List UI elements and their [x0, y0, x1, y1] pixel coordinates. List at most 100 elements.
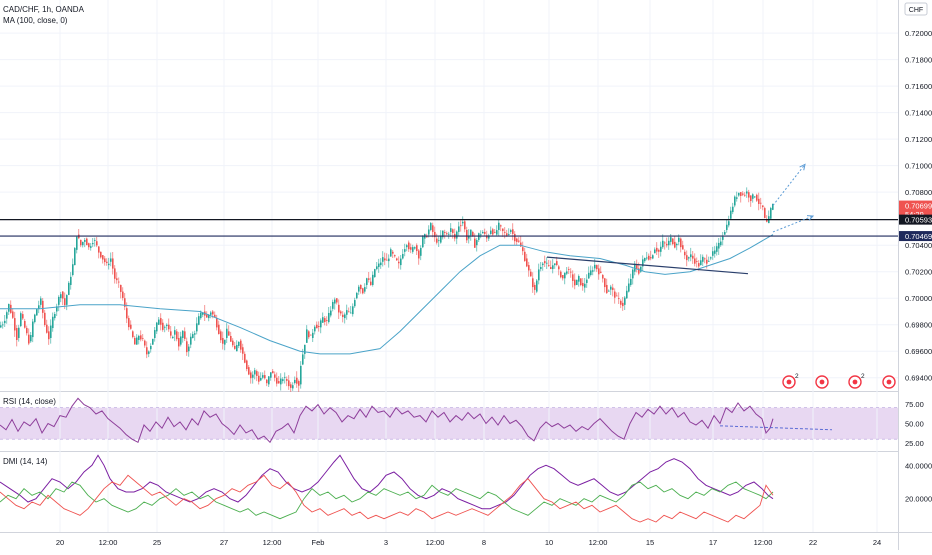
rsi-line[interactable]	[0, 397, 774, 444]
candle	[350, 306, 352, 314]
candle	[412, 244, 414, 254]
candle	[94, 237, 96, 247]
price-tick-label: 0.70800	[905, 188, 932, 197]
candle	[284, 372, 286, 384]
event-marker[interactable]	[815, 375, 829, 389]
candle	[500, 224, 502, 232]
candle	[18, 324, 20, 342]
candle	[460, 220, 462, 232]
candle	[758, 192, 760, 211]
dmi-minus-line[interactable]	[0, 474, 774, 523]
candle	[132, 330, 134, 339]
candle	[570, 268, 572, 278]
time-tick-label: 12:00	[99, 538, 118, 547]
candle	[410, 243, 412, 254]
candle	[628, 278, 630, 293]
candle	[76, 236, 78, 254]
candle	[484, 228, 486, 236]
candle	[156, 321, 158, 335]
candle	[466, 226, 468, 244]
candle	[574, 273, 576, 290]
candle	[722, 232, 724, 246]
level-lines[interactable]	[0, 219, 898, 237]
price-tick-label: 0.70400	[905, 241, 932, 250]
projection-arrow[interactable]	[772, 164, 806, 206]
candle	[228, 325, 230, 336]
candle	[612, 283, 614, 297]
candle	[508, 228, 510, 237]
price-tick-label: 0.72000	[905, 29, 932, 38]
candle	[30, 331, 32, 343]
candle	[316, 321, 318, 329]
rsi-trendline[interactable]	[719, 425, 833, 431]
candle	[702, 254, 704, 266]
candle	[664, 241, 666, 250]
candle	[624, 295, 626, 310]
price-label: 0.70593	[899, 214, 932, 225]
candle	[332, 299, 334, 312]
candle	[178, 331, 180, 351]
candle	[216, 314, 218, 331]
candle	[632, 268, 634, 285]
candle	[498, 219, 500, 237]
candle	[166, 323, 168, 331]
candle	[452, 228, 454, 239]
rsi-axis[interactable]: 75.00 50.00 25.00	[905, 400, 924, 448]
candle	[522, 241, 524, 256]
candle	[0, 321, 2, 329]
candle	[292, 382, 294, 391]
ma-line[interactable]	[0, 234, 774, 355]
event-marker[interactable]: 2	[782, 373, 799, 389]
event-marker-count: 2	[795, 373, 799, 380]
trendline[interactable]	[546, 256, 749, 275]
time-tick-label: 15	[646, 538, 654, 547]
candle	[668, 237, 670, 250]
candle	[74, 246, 76, 266]
candle	[140, 330, 142, 342]
candle	[496, 225, 498, 237]
dmi-plus-line[interactable]	[0, 481, 774, 520]
candle	[714, 246, 716, 258]
candle	[110, 252, 112, 267]
candle	[218, 320, 220, 335]
candle	[630, 273, 632, 287]
candle	[262, 372, 264, 380]
dmi-adx-line[interactable]	[0, 454, 774, 510]
candle	[388, 254, 390, 268]
projections[interactable]	[772, 163, 815, 233]
candle	[708, 256, 710, 262]
event-marker[interactable]: 2	[848, 373, 865, 389]
candle	[414, 246, 416, 250]
candle	[444, 229, 446, 239]
candle	[602, 273, 604, 283]
candle	[308, 330, 310, 340]
candle	[438, 236, 440, 247]
candle	[726, 218, 728, 233]
projection-arrow[interactable]	[772, 215, 814, 233]
dmi-axis[interactable]: 40.0000 20.0000	[905, 461, 932, 503]
candle	[336, 298, 338, 305]
candle	[676, 242, 678, 251]
time-axis[interactable]: 20 12:00 25 27 12:00 Feb 3 12:00 8 10 12:00 15 17 12:…	[56, 538, 881, 547]
candle	[416, 243, 418, 255]
event-marker[interactable]	[882, 375, 896, 389]
candle	[528, 261, 530, 277]
candle	[186, 337, 188, 356]
candle	[434, 226, 436, 242]
dmi-indicator-label: DMI (14, 14)	[3, 457, 48, 466]
currency-badge[interactable]	[904, 2, 928, 16]
candle	[656, 242, 658, 256]
candle	[654, 247, 656, 254]
price-axis[interactable]: 0.72000 0.71800 0.71600 0.71400 0.71200 0.710…	[905, 29, 932, 383]
candle	[270, 372, 272, 381]
candle	[80, 239, 82, 248]
candle	[172, 335, 174, 339]
candle	[716, 242, 718, 256]
candle	[710, 256, 712, 261]
candle	[446, 231, 448, 236]
candle	[640, 266, 642, 273]
candle	[342, 311, 344, 323]
